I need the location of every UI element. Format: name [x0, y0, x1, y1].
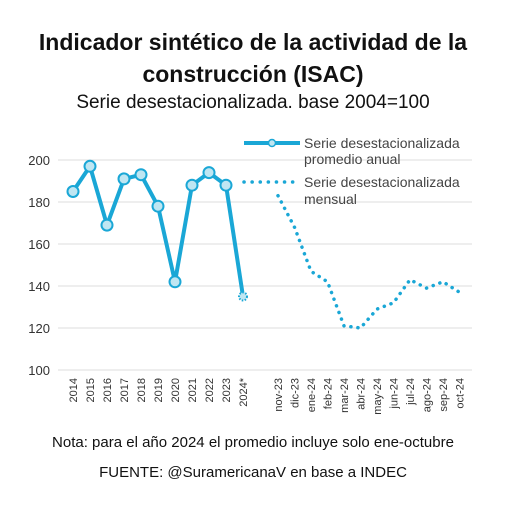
- x-tick-label: feb-24: [323, 378, 335, 409]
- x-tick-label: 2019: [153, 378, 165, 402]
- x-tick-label: ene-24: [306, 378, 318, 412]
- chart-title-line-1: Indicador sintético de la actividad de l…: [38, 29, 468, 55]
- chart-title: Indicador sintético de la actividad de l…: [0, 26, 506, 90]
- annual-point-2017: [117, 172, 131, 186]
- chart-title-line-2: construcción (ISAC): [142, 61, 364, 87]
- x-tick-label: 2017: [119, 378, 131, 402]
- legend-annual-label-1: Serie desestacionalizada: [304, 135, 460, 151]
- x-tick-label: 2020: [170, 378, 182, 402]
- x-tick-label: sep-24: [438, 378, 450, 412]
- y-tick-label: 200: [28, 153, 50, 168]
- x-tick-label: dic-23: [290, 378, 302, 408]
- x-tick-label: 2021: [187, 378, 199, 402]
- x-tick-label: 2022: [204, 378, 216, 402]
- y-tick-label: 180: [28, 195, 50, 210]
- y-tick-label: 120: [28, 321, 50, 336]
- annual-point-2014: [66, 185, 80, 198]
- y-tick-label: 140: [28, 279, 50, 294]
- legend-annual-marker-swatch: [267, 138, 277, 148]
- x-tick-label: may-24: [372, 378, 384, 415]
- annual-point-2023: [219, 178, 233, 192]
- x-tick-label: nov-23: [273, 378, 285, 412]
- annual-point-2018: [134, 168, 148, 182]
- series-monthly-line: [276, 193, 462, 330]
- y-tick-label: 160: [28, 237, 50, 252]
- annual-point-2021: [185, 178, 199, 192]
- y-tick-label: 100: [28, 363, 50, 378]
- annual-point-2016: [100, 218, 114, 232]
- x-tick-label: mar-24: [339, 378, 351, 413]
- x-tick-label: 2023: [221, 378, 233, 402]
- source-credit: FUENTE: @SuramericanaV en base a INDEC: [99, 464, 407, 481]
- x-tick-label: 2016: [102, 378, 114, 402]
- legend: Serie desestacionalizada promedio anual …: [242, 135, 460, 207]
- x-tick-label: 2024*: [238, 377, 250, 406]
- legend-monthly-label-2: mensual: [304, 191, 357, 207]
- legend-monthly-label-1: Serie desestacionalizada: [304, 174, 460, 190]
- annual-point-2019: [151, 199, 165, 213]
- x-tick-label: oct-24: [455, 378, 467, 409]
- x-tick-label: ago-24: [422, 378, 434, 412]
- series-markers: [66, 159, 248, 302]
- annual-point-2020: [168, 275, 182, 289]
- x-tick-label: 2018: [136, 378, 148, 402]
- x-tick-label: 2014: [68, 378, 80, 402]
- legend-annual-label-2: promedio anual: [304, 151, 401, 167]
- annual-point-2024*: [238, 291, 248, 302]
- x-tick-label: abr-24: [356, 378, 368, 410]
- y-axis-ticks: 100 120 140 160 180 200: [28, 153, 50, 378]
- grid-lines: [58, 159, 472, 371]
- x-tick-label: jun-24: [389, 378, 401, 410]
- x-tick-label: 2015: [85, 378, 97, 402]
- footnote: Nota: para el año 2024 el promedio inclu…: [52, 434, 454, 451]
- x-tick-label: jul-24: [405, 378, 417, 406]
- series-lines: [71, 164, 462, 330]
- annual-point-2015: [83, 159, 97, 173]
- x-axis-ticks: 2014 2015 2016 2017 2018 2019 2020 2021 2022 2023…: [68, 377, 467, 414]
- series-annual-line: [71, 164, 245, 297]
- annual-point-2022: [202, 166, 216, 180]
- chart-subtitle: Serie desestacionalizada. base 2004=100: [76, 92, 430, 113]
